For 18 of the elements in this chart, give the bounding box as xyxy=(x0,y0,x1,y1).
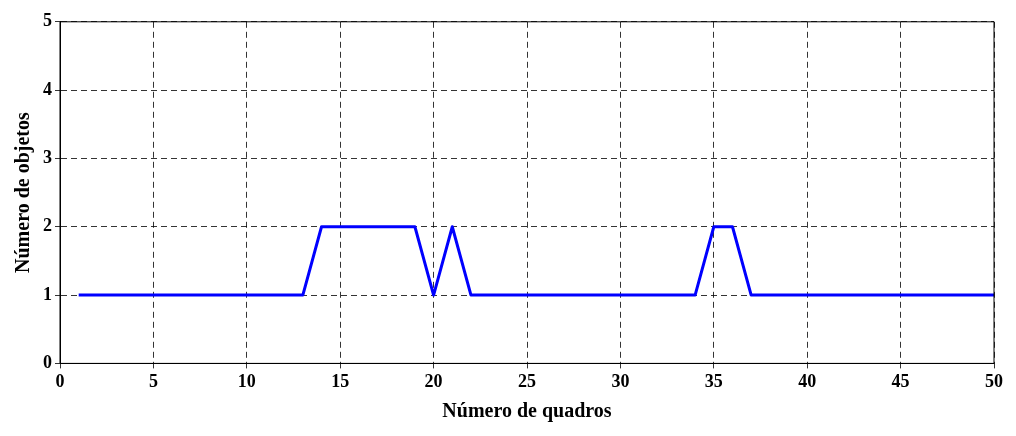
y-tick-label: 3 xyxy=(43,147,52,168)
y-tick-label: 4 xyxy=(43,78,52,99)
x-tick-label: 5 xyxy=(148,370,158,391)
y-tick-label: 5 xyxy=(43,10,52,31)
x-tick-label: 25 xyxy=(518,370,536,391)
x-tick-label: 10 xyxy=(237,370,256,391)
y-tick-label: 0 xyxy=(43,352,52,373)
x-tick-label: 30 xyxy=(611,370,630,391)
y-tick-label: 2 xyxy=(43,215,52,236)
x-axis-title: Número de quadros xyxy=(442,399,612,423)
x-tick-label: 45 xyxy=(891,370,910,391)
y-axis-title: Número de objetos xyxy=(11,112,35,273)
y-tick-label: 1 xyxy=(43,283,52,304)
x-tick-label: 50 xyxy=(985,370,1003,391)
x-tick-label: 20 xyxy=(424,370,443,391)
x-tick-label: 35 xyxy=(704,370,723,391)
x-tick-label: 40 xyxy=(798,370,817,391)
x-tick-label: 15 xyxy=(331,370,350,391)
